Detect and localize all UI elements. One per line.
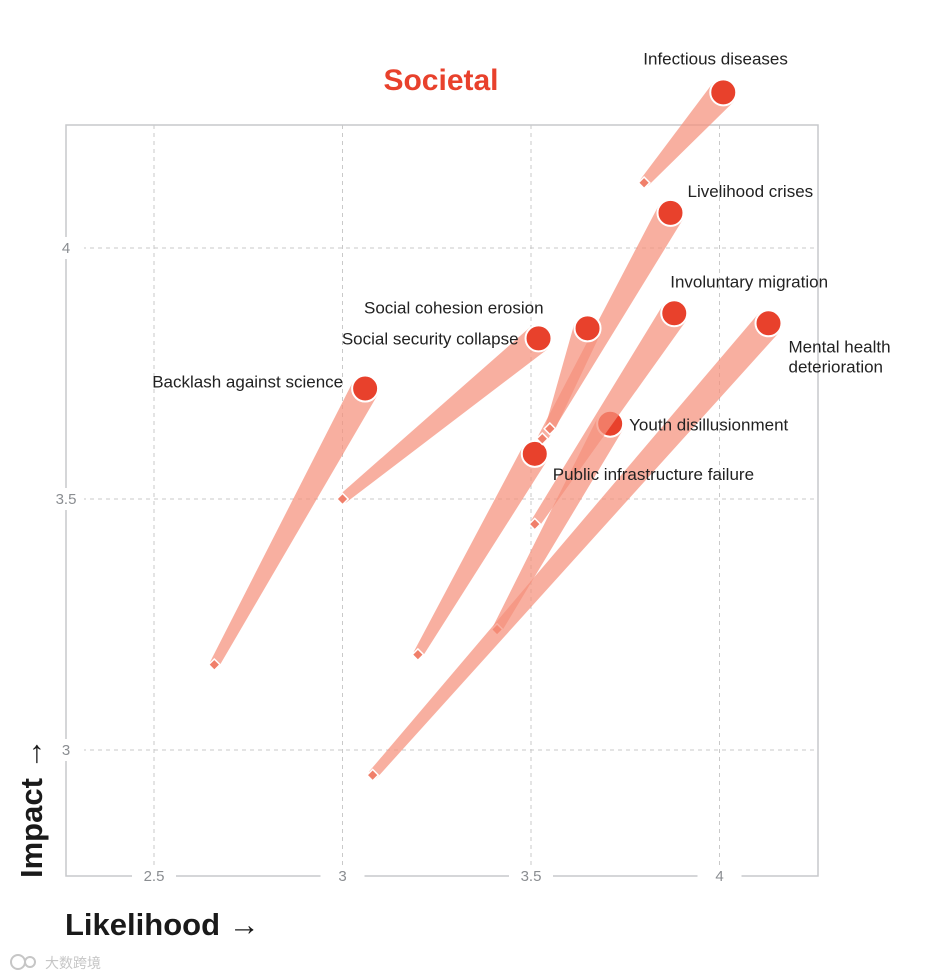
point-label-line: deterioration	[789, 357, 884, 376]
x-tick-bg-1	[320, 866, 365, 886]
start-diamond	[365, 768, 380, 782]
data-marks	[207, 78, 783, 782]
point-label: Social cohesion erosion	[364, 298, 544, 317]
y-tick-label: 3.5	[56, 491, 77, 508]
start-diamond	[528, 517, 542, 531]
point-label: Involuntary migration	[670, 272, 828, 291]
point-label: Public infrastructure failure	[553, 465, 754, 484]
point-label: Livelihood crises	[687, 182, 813, 201]
end-point	[351, 374, 380, 403]
x-tick-label: 4	[715, 868, 723, 885]
point-labels: Infectious diseases Livelihood crises Invo…	[152, 49, 890, 483]
start-diamond	[637, 176, 651, 190]
trajectory-band	[368, 314, 780, 779]
watermark: 大数跨境	[10, 954, 101, 972]
trajectory-band	[640, 83, 734, 187]
trajectory-band	[413, 446, 547, 658]
start-diamond	[335, 492, 350, 506]
start-diamond	[535, 432, 550, 446]
end-point	[709, 78, 738, 107]
point-label-line: Mental health	[789, 337, 891, 356]
trajectory-band	[492, 416, 623, 632]
plot-border	[65, 124, 819, 877]
y-axis-title: Impact →	[14, 738, 49, 878]
point-label: Infectious diseases	[643, 49, 788, 68]
watermark-text: 大数跨境	[45, 956, 101, 972]
x-tick-label: 3.5	[521, 868, 542, 885]
start-diamond	[411, 647, 425, 662]
watermark-logo-icon	[10, 954, 26, 970]
y-tick-bg-0	[48, 739, 84, 761]
x-axis-title: Likelihood →	[65, 907, 260, 942]
x-tick-bg-2	[509, 866, 553, 886]
y-tick-label: 4	[62, 240, 70, 257]
y-tick-bg-1	[48, 488, 84, 510]
end-point	[573, 314, 602, 343]
x-tick-label: 3	[338, 868, 346, 885]
end-point	[660, 299, 689, 328]
chart-title: Societal	[383, 64, 498, 97]
end-point	[754, 309, 783, 338]
end-point	[520, 439, 549, 468]
start-diamond	[543, 422, 557, 436]
end-point	[656, 198, 685, 227]
y-tick-label: 3	[62, 742, 70, 759]
point-label: Social security collapse	[342, 329, 519, 348]
point-label: Backlash against science	[152, 373, 343, 392]
x-tick-label: 2.5	[144, 868, 165, 885]
trajectory-band	[530, 305, 686, 527]
end-point	[524, 324, 553, 353]
trajectory-band	[339, 327, 548, 503]
trajectory-band	[545, 323, 601, 431]
trajectory-band	[209, 381, 378, 668]
plot-frame	[65, 124, 819, 877]
point-label: Youth disillusionment	[629, 416, 788, 435]
x-tick-bg-3	[697, 866, 742, 886]
point-label: Mental health deterioration	[789, 337, 891, 376]
x-tick-bg-0	[132, 866, 176, 886]
watermark-logo-icon-b	[24, 956, 36, 968]
y-tick-bg-2	[48, 237, 84, 259]
grid	[66, 125, 818, 876]
tick-labels: 2.5 3 3.5 4 3 3.5 4	[48, 237, 742, 886]
start-diamond	[207, 657, 222, 672]
